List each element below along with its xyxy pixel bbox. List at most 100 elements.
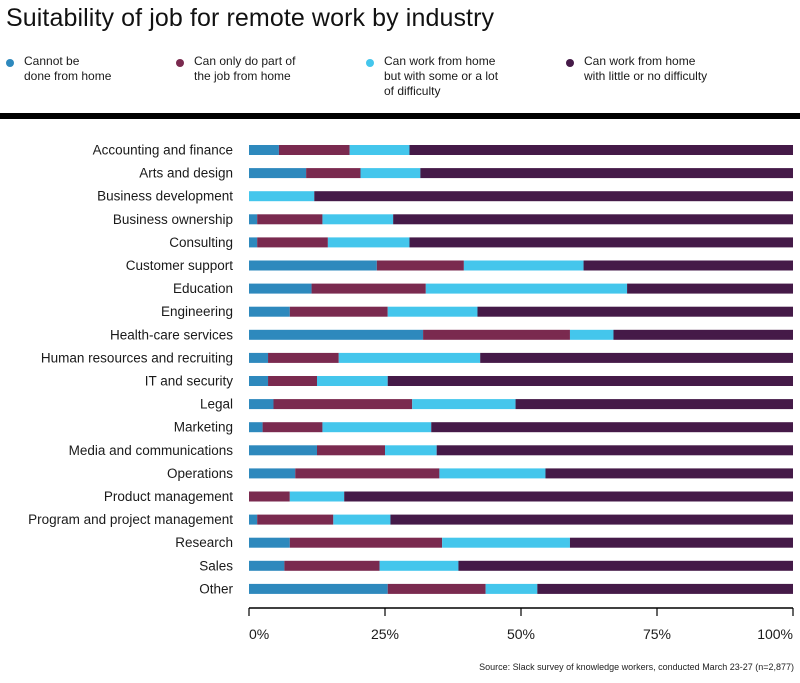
bar-customer-support-cannot [249,260,377,271]
bar-engineering-cannot [249,306,290,317]
bar-program-and-project-management-cannot [249,514,258,525]
x-tick-label-4: 100% [757,626,793,642]
bar-health-care-services-partial [423,329,570,340]
bar-sales-some-difficulty [379,560,459,571]
bar-operations-some-difficulty [439,468,546,479]
bar-engineering-little-difficulty [477,306,793,317]
bar-sales-little-difficulty [458,560,793,571]
category-label-human-resources-and-recruiting: Human resources and recruiting [41,350,233,365]
legend-swatch-cannot [6,59,14,67]
bar-arts-and-design-little-difficulty [420,168,793,179]
bar-human-resources-and-recruiting-cannot [249,352,269,363]
bar-other-cannot [249,583,388,594]
bar-legal-little-difficulty [515,399,793,410]
bar-it-and-security-little-difficulty [387,376,793,386]
bar-education-little-difficulty [627,283,793,294]
bar-marketing-cannot [249,422,263,433]
bar-media-and-communications-little-difficulty [436,445,793,456]
chart-title: Suitability of job for remote work by in… [6,4,495,32]
bar-business-development-little-difficulty [314,191,793,202]
bar-consulting-some-difficulty [327,237,410,248]
x-tick-label-3: 75% [643,626,671,642]
bar-engineering-partial [289,306,388,317]
bar-consulting-cannot [249,237,258,248]
category-label-media-and-communications: Media and communications [69,443,234,458]
bar-customer-support-little-difficulty [583,260,793,271]
bar-research-partial [289,537,443,548]
bar-other-partial [387,583,486,594]
bar-operations-little-difficulty [545,468,793,479]
category-label-education: Education [173,281,233,296]
bar-accounting-and-finance-partial [278,145,350,155]
category-label-engineering: Engineering [161,304,233,319]
bar-human-resources-and-recruiting-little-difficulty [480,352,793,363]
bar-it-and-security-cannot [249,376,269,386]
bar-accounting-and-finance-little-difficulty [409,145,793,155]
bar-legal-cannot [249,399,274,410]
bar-education-partial [311,283,426,294]
category-label-accounting-and-finance: Accounting and finance [93,143,233,158]
bar-health-care-services-cannot [249,329,424,340]
source-note: Source: Slack survey of knowledge worker… [479,662,794,672]
bar-legal-some-difficulty [412,399,516,410]
category-label-business-ownership: Business ownership [113,212,233,227]
bar-business-ownership-little-difficulty [393,214,793,225]
bar-it-and-security-some-difficulty [317,376,388,386]
legend: Cannot be done from home Can only do par… [0,54,800,104]
bar-marketing-some-difficulty [322,422,432,433]
legend-swatch-partial [176,59,184,67]
bar-customer-support-some-difficulty [463,260,584,271]
bar-program-and-project-management-little-difficulty [390,514,793,525]
category-label-business-development: Business development [97,189,233,204]
bar-engineering-some-difficulty [387,306,478,317]
bar-media-and-communications-some-difficulty [385,445,437,456]
header-rule [0,113,800,119]
category-label-operations: Operations [167,466,233,481]
bar-consulting-little-difficulty [409,237,793,248]
bar-program-and-project-management-partial [257,514,334,525]
category-label-legal: Legal [200,397,233,412]
category-label-program-and-project-management: Program and project management [28,512,233,527]
x-tick-label-1: 25% [371,626,399,642]
bar-sales-cannot [249,560,285,571]
category-label-other: Other [199,581,233,596]
category-label-health-care-services: Health-care services [110,327,233,342]
legend-label-little-difficulty: Can work from home with little or no dif… [584,54,708,83]
bar-arts-and-design-cannot [249,168,307,179]
bar-accounting-and-finance-some-difficulty [349,145,410,155]
bar-accounting-and-finance-cannot [249,145,279,155]
category-label-marketing: Marketing [174,420,233,435]
bar-business-ownership-partial [257,214,323,225]
bar-business-ownership-some-difficulty [322,214,394,225]
bar-business-ownership-cannot [249,214,258,225]
bar-consulting-partial [257,237,328,248]
x-tick-label-2: 50% [507,626,535,642]
bar-media-and-communications-partial [317,445,385,456]
bar-research-some-difficulty [442,537,570,548]
bar-operations-partial [295,468,440,479]
bar-marketing-partial [262,422,323,433]
bar-other-some-difficulty [485,583,538,594]
bar-health-care-services-little-difficulty [613,329,793,340]
bar-operations-cannot [249,468,296,479]
bar-customer-support-partial [376,260,464,271]
x-tick-label-0: 0% [249,626,269,642]
bar-human-resources-and-recruiting-partial [268,352,339,363]
category-label-arts-and-design: Arts and design [139,166,233,181]
bar-research-cannot [249,537,290,548]
bar-education-some-difficulty [425,283,628,294]
bar-program-and-project-management-some-difficulty [333,514,391,525]
category-label-sales: Sales [199,558,233,573]
bar-sales-partial [284,560,380,571]
bar-health-care-services-some-difficulty [569,329,614,340]
legend-swatch-some-difficulty [366,59,374,67]
legend-label-some-difficulty: Can work from home but with some or a lo… [384,54,499,98]
bar-product-management-little-difficulty [344,491,793,502]
category-label-product-management: Product management [104,489,233,504]
bar-legal-partial [273,399,413,410]
legend-swatch-little-difficulty [566,59,574,67]
category-label-it-and-security: IT and security [145,374,234,389]
legend-label-cannot: Cannot be done from home [24,54,112,83]
bar-arts-and-design-some-difficulty [360,168,421,179]
